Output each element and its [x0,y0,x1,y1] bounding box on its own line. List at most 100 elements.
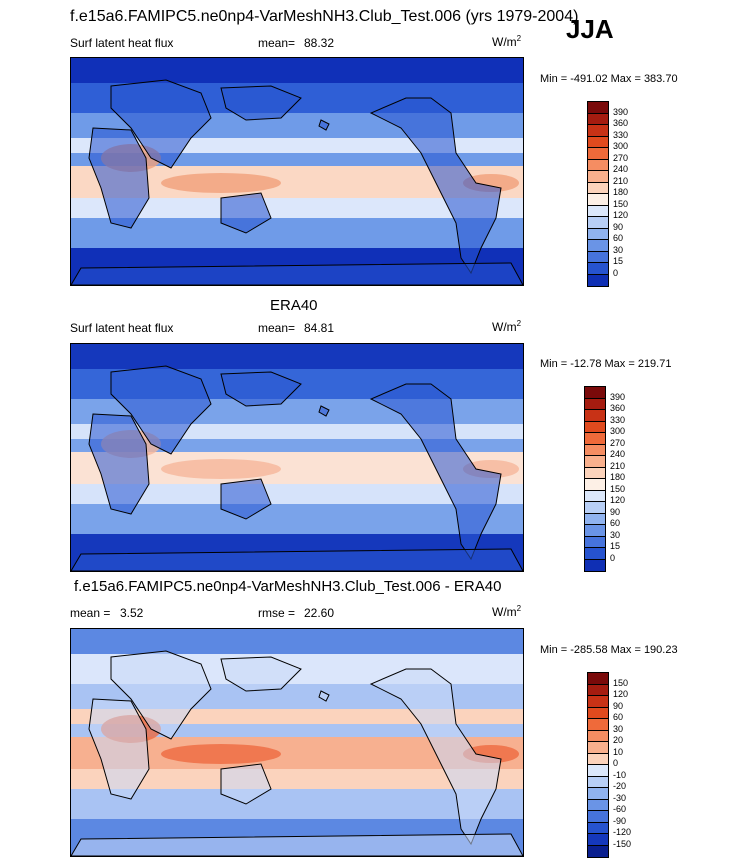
colorbar-swatch [588,240,608,252]
colorbar-swatch [588,811,608,823]
colorbar-tick-label: -10 [613,769,627,780]
panel-units: W/m2 [492,319,522,334]
colorbar-tick-label: 15 [610,541,621,551]
colorbar-swatch [588,696,608,708]
colorbar-swatch [588,822,608,834]
colorbar-swatch [588,684,608,696]
colorbar-tick-label: 20 [613,735,624,745]
colorbar-tick-label: 90 [610,506,621,517]
colorbar-tick-label: -20 [613,781,627,791]
panel-mean-label: mean= [258,321,296,335]
colorbar-swatch [588,125,608,137]
contour-map [71,58,523,285]
panel-units: W/m2 [492,34,522,49]
colorbar-tick-label: 30 [613,244,624,255]
map-panel-reference [70,343,524,572]
colorbar-swatch [588,742,608,754]
colorbar-swatch [588,102,608,114]
colorbar-tick-label: 180 [613,187,629,197]
colorbar-tick-label: -150 [613,838,632,849]
colorbar-tick-label: 120 [610,495,626,505]
colorbar-tick-label: 15 [613,256,624,266]
panel-minmax: Min = -285.58 Max = 190.23 [540,644,678,656]
colorbar-tick-label: 360 [613,118,629,128]
colorbar-swatch [588,753,608,765]
colorbar-tick-label: 240 [610,449,626,459]
colorbar-swatch [588,159,608,171]
colorbar-tick-label: -90 [613,815,627,826]
panel-title: f.e15a6.FAMIPC5.ne0np4-VarMeshNH3.Club_T… [74,578,502,595]
colorbar-tick-label: 300 [610,426,626,436]
colorbar-tick-label: 270 [610,437,626,448]
colorbar-tick-label: 120 [613,689,629,699]
figure-title: f.e15a6.FAMIPC5.ne0np4-VarMeshNH3.Club_T… [70,8,579,25]
contour-map [71,344,523,571]
colorbar-tick-label: 300 [613,141,629,151]
colorbar-swatch [588,776,608,788]
colorbar-swatch [585,444,605,456]
contour-map [71,629,523,856]
colorbar-tick-label: 60 [613,233,624,243]
colorbar-swatch [588,799,608,811]
colorbar [584,386,606,572]
colorbar-swatch [588,113,608,125]
panel-rmse-label: rmse = [258,606,296,620]
colorbar-tick-label: 90 [613,700,624,711]
colorbar-tick-label: 270 [613,152,629,163]
colorbar-tick-label: 150 [613,677,629,688]
colorbar-swatch [585,525,605,537]
colorbar-swatch [588,719,608,731]
map-panel-model [70,57,524,286]
colorbar-tick-label: 10 [613,746,624,757]
colorbar-swatch [588,834,608,846]
colorbar-swatch [588,228,608,240]
colorbar [587,101,609,287]
panel-mean-value: 3.52 [120,606,144,620]
colorbar-swatch [588,171,608,183]
colorbar-swatch [585,548,605,560]
colorbar-tick-label: 0 [613,267,619,278]
colorbar-tick-label: 150 [613,198,629,209]
colorbar-swatch [588,148,608,160]
colorbar-swatch [588,194,608,206]
colorbar-swatch [588,274,608,286]
colorbar-swatch [585,467,605,479]
colorbar-tick-label: 0 [613,758,619,768]
colorbar-tick-label: 30 [613,723,624,734]
colorbar-tick-label: 60 [613,712,624,722]
panel-mean-label: mean = [70,606,111,620]
colorbar-swatch [588,845,608,857]
colorbar-swatch [585,502,605,514]
colorbar-tick-label: -30 [613,792,627,803]
colorbar-swatch [585,433,605,445]
colorbar-swatch [588,730,608,742]
colorbar-swatch [585,387,605,399]
panel-units: W/m2 [492,604,522,619]
colorbar-swatch [585,398,605,410]
colorbar-swatch [585,490,605,502]
panel-minmax: Min = -491.02 Max = 383.70 [540,73,678,85]
colorbar-swatch [588,217,608,229]
panel-mean-value: 84.81 [304,321,335,335]
panel-title: ERA40 [270,297,318,314]
colorbar-tick-label: 90 [613,221,624,232]
colorbar-swatch [585,421,605,433]
colorbar-swatch [588,673,608,685]
colorbar-swatch [585,410,605,422]
colorbar-tick-label: 390 [610,391,626,402]
colorbar-swatch [588,263,608,275]
colorbar-swatch [585,479,605,491]
colorbar-swatch [588,765,608,777]
colorbar-swatch [588,788,608,800]
colorbar-tick-label: 180 [610,472,626,482]
colorbar-swatch [588,136,608,148]
panel-mean-label: mean= [258,36,296,50]
colorbar-swatch [588,707,608,719]
panel-minmax: Min = -12.78 Max = 219.71 [540,358,672,370]
colorbar-tick-label: 210 [610,460,626,471]
colorbar-swatch [588,182,608,194]
colorbar-swatch [585,513,605,525]
colorbar-tick-label: -120 [613,827,632,837]
colorbar-tick-label: 240 [613,164,629,174]
colorbar-swatch [585,456,605,468]
